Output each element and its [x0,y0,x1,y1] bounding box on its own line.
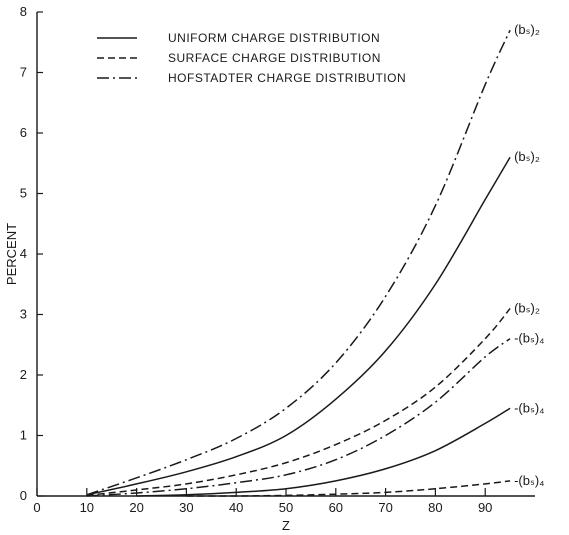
x-tick-label: 80 [428,500,442,515]
x-tick-label: 0 [33,500,40,515]
legend-label: UNIFORM CHARGE DISTRIBUTION [168,31,380,45]
series-line [136,407,511,497]
x-tick-label: 70 [378,500,392,515]
y-tick-label: 5 [20,186,27,201]
curve-label: (bₛ)₂ [514,22,540,37]
series-line [86,156,511,496]
y-tick-label: 2 [20,367,27,382]
series-line [86,29,511,496]
series-line [86,338,511,497]
curve-label: -(bₛ)₄ [514,473,544,488]
x-tick-label: 10 [80,500,94,515]
x-tick-label: 60 [329,500,343,515]
y-tick-label: 6 [20,125,27,140]
x-tick-label: 90 [478,500,492,515]
curve-labels: (bₛ)₂ (bₛ)₂ (bₛ)₂ -(bₛ)₄ -(bₛ)₄ -(bₛ)₄ [514,22,544,488]
curve-label: (bₛ)₂ [514,300,540,315]
y-tick-label: 0 [20,488,27,503]
y-tick-label: 3 [20,307,27,322]
y-tick-label: 8 [20,4,27,19]
legend-label: SURFACE CHARGE DISTRIBUTION [168,51,381,65]
x-axis-title: Z [282,518,290,533]
curve-label: -(bₛ)₄ [514,331,544,346]
curve-label: (bₛ)₂ [514,149,540,164]
x-tick-label: 30 [179,500,193,515]
y-tick-label: 1 [20,428,27,443]
legend-label: HOFSTADTER CHARGE DISTRIBUTION [168,71,406,85]
x-tick-label: 40 [229,500,243,515]
y-axis-title: PERCENT [4,223,19,285]
curve-label: -(bₛ)₄ [514,400,544,415]
series-line [86,307,511,497]
legend: UNIFORM CHARGE DISTRIBUTION SURFACE CHARG… [97,31,406,85]
y-tick-label: 7 [20,65,27,80]
x-tick-label: 20 [129,500,143,515]
series-layer [86,29,511,497]
y-tick-label: 4 [20,246,27,261]
x-tick-label: 50 [279,500,293,515]
